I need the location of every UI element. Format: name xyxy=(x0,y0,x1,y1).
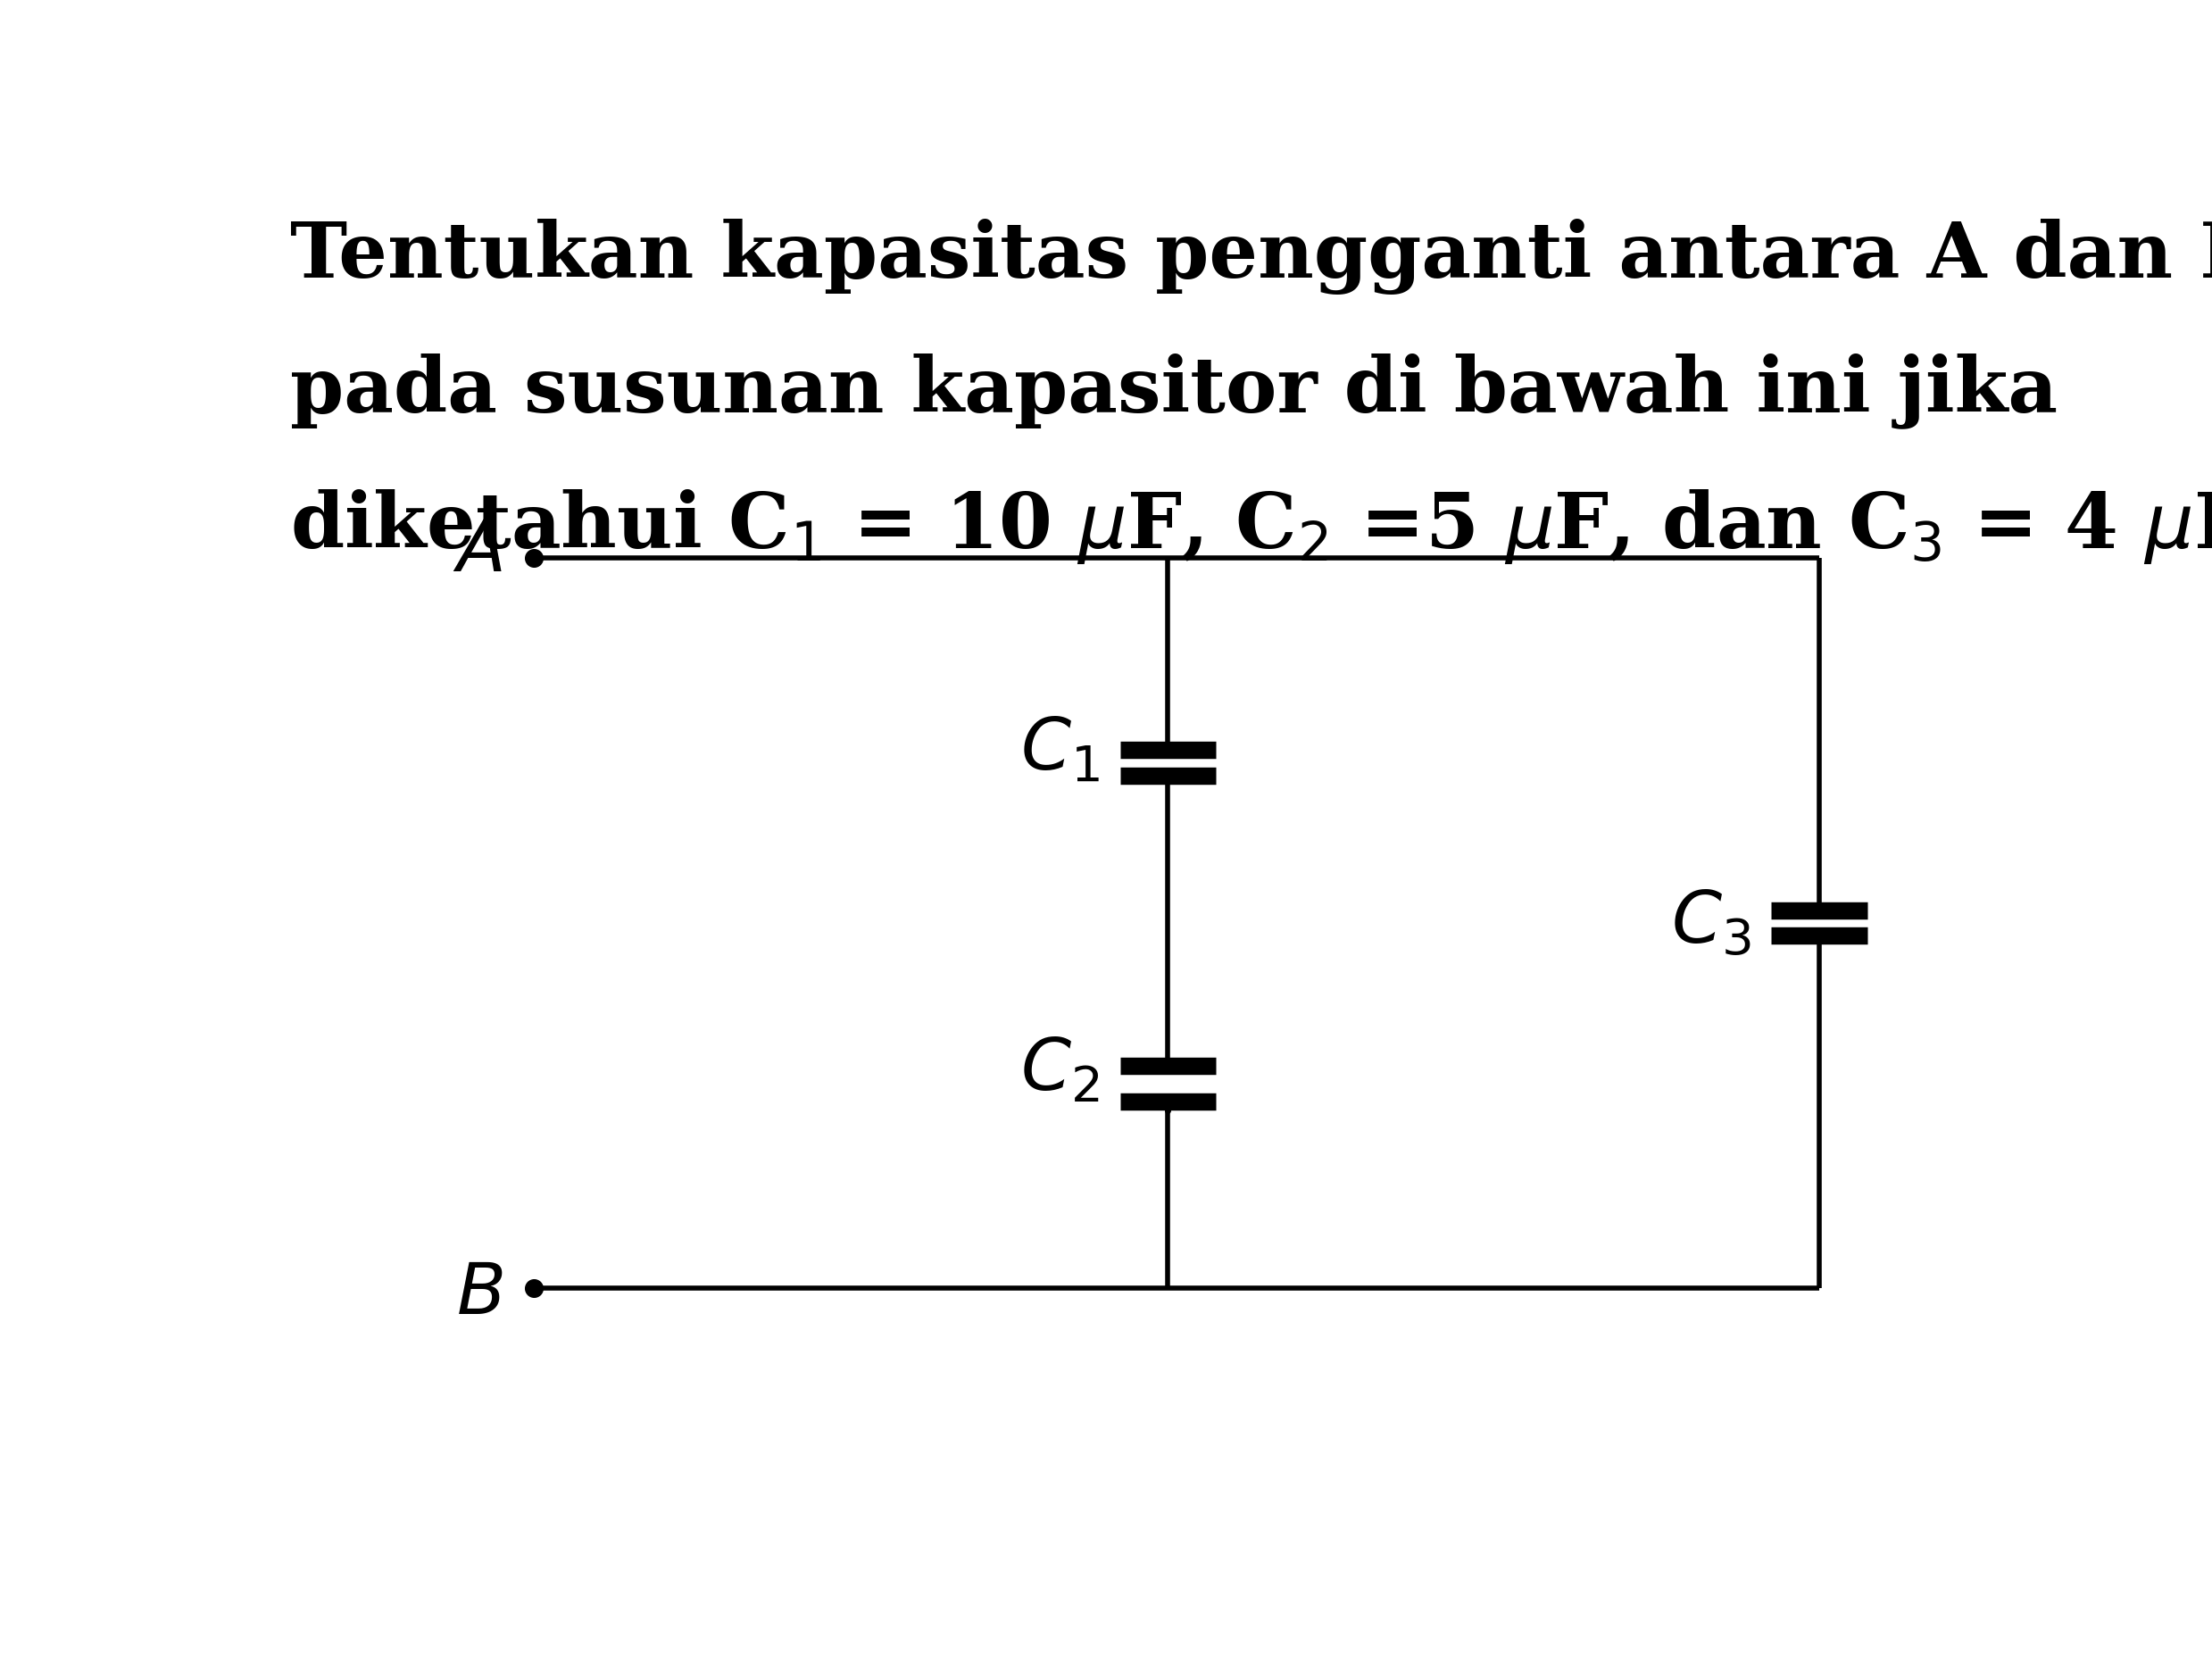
Text: $C_3$: $C_3$ xyxy=(1670,888,1752,958)
Text: $C_1$: $C_1$ xyxy=(1020,715,1099,785)
Text: $A$: $A$ xyxy=(453,517,502,587)
Point xyxy=(515,1274,551,1300)
Text: Tentukan kapasitas pengganti antara A dan B: Tentukan kapasitas pengganti antara A da… xyxy=(290,220,2212,294)
Text: $B$: $B$ xyxy=(456,1261,502,1329)
Text: diketahui C$_1$ = 10 $\mu$F, C$_2$ =5 $\mu$F, dan C$_3$ = 4 $\mu$F.: diketahui C$_1$ = 10 $\mu$F, C$_2$ =5 $\… xyxy=(290,487,2212,565)
Point xyxy=(515,545,551,572)
Text: $C_2$: $C_2$ xyxy=(1020,1036,1099,1106)
Text: pada susunan kapasitor di bawah ini jika: pada susunan kapasitor di bawah ini jika xyxy=(290,353,2057,429)
